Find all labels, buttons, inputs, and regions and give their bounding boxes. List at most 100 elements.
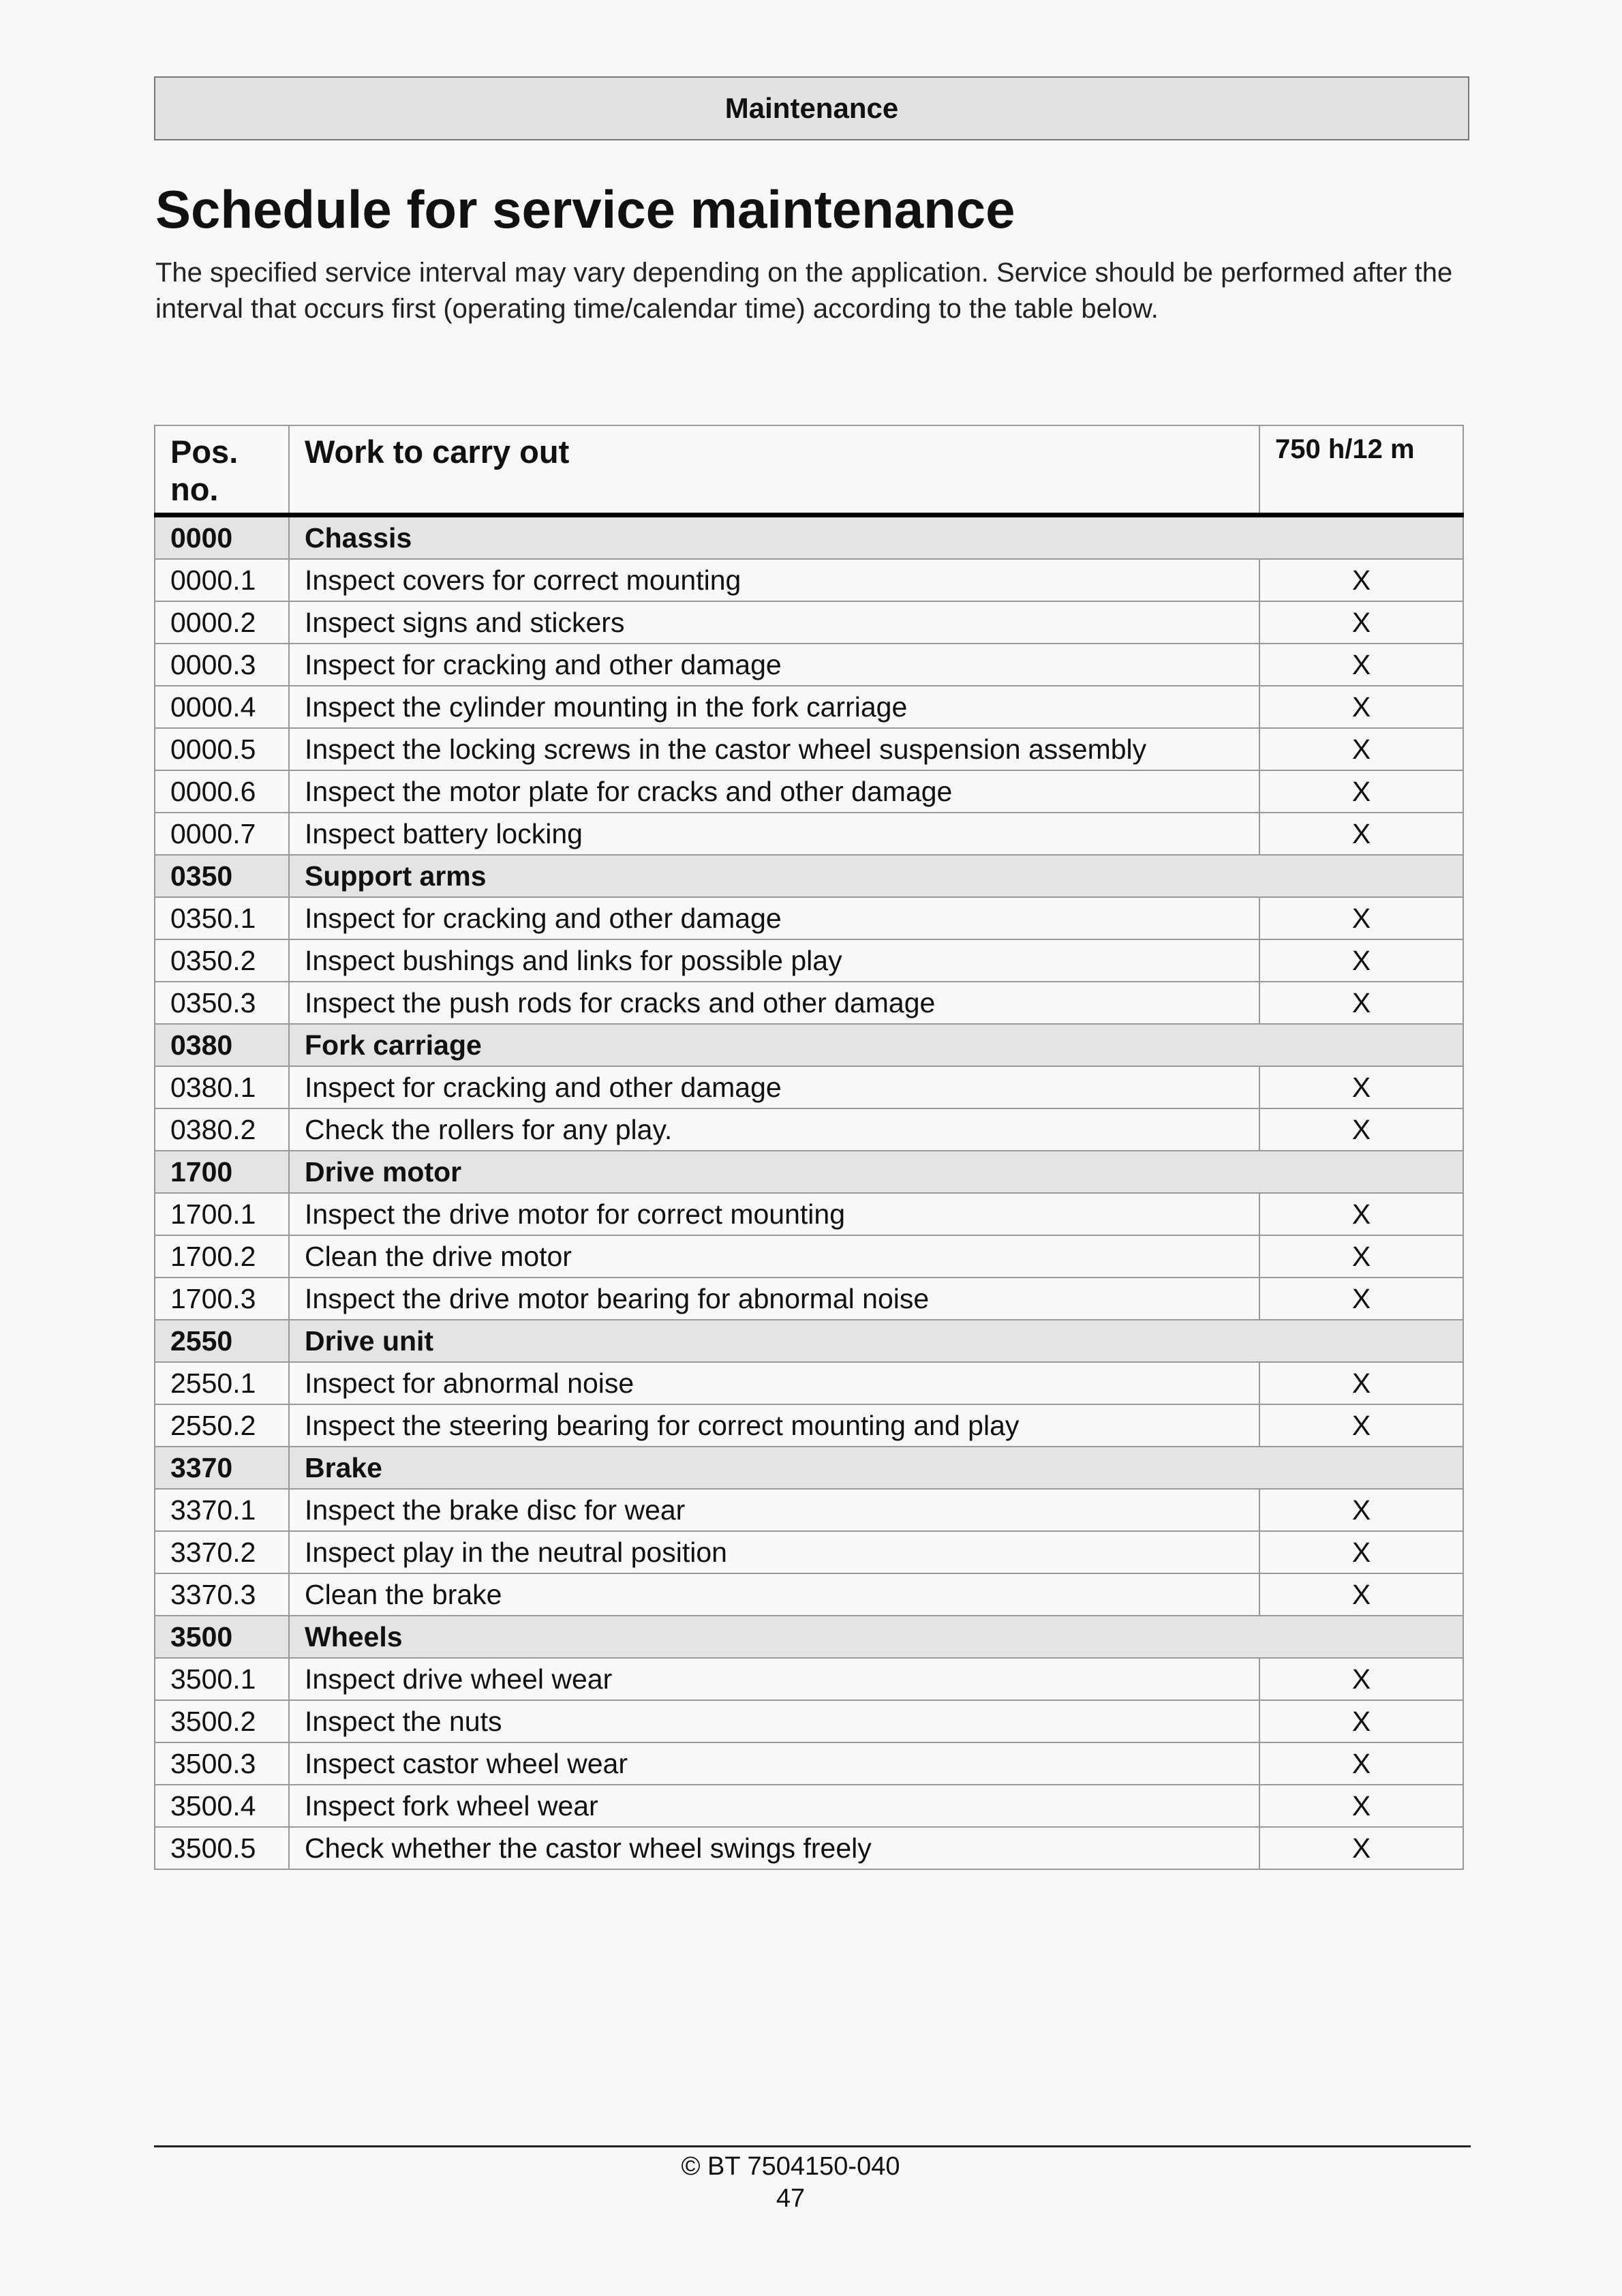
pos-cell: 0000.4 xyxy=(154,685,290,729)
section-row: 3500 Wheels xyxy=(154,1615,1464,1659)
work-cell: Inspect the brake disc for wear xyxy=(288,1488,1260,1532)
column-header-interval: 750 h/12 m xyxy=(1259,425,1464,517)
pos-cell: 0000.2 xyxy=(154,601,290,644)
pos-cell: 1700.1 xyxy=(154,1192,290,1236)
table-row: 1700.3 Inspect the drive motor bearing fo… xyxy=(154,1277,1464,1320)
interval-mark: X xyxy=(1259,1404,1464,1447)
interval-mark: X xyxy=(1259,939,1464,982)
interval-mark: X xyxy=(1259,1277,1464,1320)
table-row: 1700.2 Clean the drive motor X xyxy=(154,1235,1464,1278)
section-title: Fork carriage xyxy=(288,1023,1464,1067)
table-row: 3370.3 Clean the brake X xyxy=(154,1573,1464,1616)
interval-mark: X xyxy=(1259,1700,1464,1743)
work-cell: Inspect the locking screws in the castor… xyxy=(288,727,1260,771)
work-cell: Inspect for cracking and other damage xyxy=(288,643,1260,686)
section-pos: 3370 xyxy=(154,1446,290,1490)
table-row: 0000.7 Inspect battery locking X xyxy=(154,812,1464,856)
page-title: Schedule for service maintenance xyxy=(155,179,1015,239)
interval-mark: X xyxy=(1259,727,1464,771)
work-cell: Inspect the nuts xyxy=(288,1700,1260,1743)
pos-cell: 3500.5 xyxy=(154,1826,290,1870)
intro-paragraph: The specified service interval may vary … xyxy=(155,258,1453,324)
interval-mark: X xyxy=(1259,1066,1464,1109)
section-row: 0350 Support arms xyxy=(154,854,1464,898)
work-cell: Inspect bushings and links for possible … xyxy=(288,939,1260,982)
maintenance-schedule-table: Pos. no. Work to carry out 750 h/12 m 00… xyxy=(154,425,1464,1870)
table-row: 3500.5 Check whether the castor wheel swi… xyxy=(154,1826,1464,1870)
work-cell: Inspect castor wheel wear xyxy=(288,1742,1260,1785)
section-title: Brake xyxy=(288,1446,1464,1490)
work-cell: Inspect drive wheel wear xyxy=(288,1657,1260,1701)
table-row: 3500.1 Inspect drive wheel wear X xyxy=(154,1657,1464,1701)
pos-cell: 3500.3 xyxy=(154,1742,290,1785)
pos-cell: 2550.1 xyxy=(154,1361,290,1405)
work-cell: Inspect the motor plate for cracks and o… xyxy=(288,770,1260,813)
table-row: 0000.3 Inspect for cracking and other dam… xyxy=(154,643,1464,686)
page-number: 47 xyxy=(776,2184,806,2213)
work-cell: Inspect the drive motor for correct moun… xyxy=(288,1192,1260,1236)
pos-cell: 1700.2 xyxy=(154,1235,290,1278)
interval-mark: X xyxy=(1259,1742,1464,1785)
table-row: 0350.3 Inspect the push rods for cracks a… xyxy=(154,981,1464,1025)
pos-cell: 0350.1 xyxy=(154,896,290,940)
pos-cell: 3500.2 xyxy=(154,1700,290,1743)
interval-mark: X xyxy=(1259,1530,1464,1574)
table-row: 1700.1 Inspect the drive motor for correc… xyxy=(154,1192,1464,1236)
table-row: 0350.1 Inspect for cracking and other dam… xyxy=(154,896,1464,940)
work-cell: Inspect the push rods for cracks and oth… xyxy=(288,981,1260,1025)
work-cell: Inspect battery locking xyxy=(288,812,1260,856)
table-row: 0000.6 Inspect the motor plate for cracks… xyxy=(154,770,1464,813)
interval-mark: X xyxy=(1259,981,1464,1025)
interval-mark: X xyxy=(1259,770,1464,813)
section-title: Support arms xyxy=(288,854,1464,898)
table-row: 0000.1 Inspect covers for correct mountin… xyxy=(154,558,1464,602)
pos-cell: 0350.2 xyxy=(154,939,290,982)
work-cell: Inspect for abnormal noise xyxy=(288,1361,1260,1405)
work-cell: Clean the drive motor xyxy=(288,1235,1260,1278)
pos-cell: 1700.3 xyxy=(154,1277,290,1320)
pos-cell: 0000.3 xyxy=(154,643,290,686)
pos-cell: 0000.5 xyxy=(154,727,290,771)
section-title: Wheels xyxy=(288,1615,1464,1659)
interval-mark: X xyxy=(1259,1488,1464,1532)
table-row: 0000.2 Inspect signs and stickers X xyxy=(154,601,1464,644)
section-row: 0000 Chassis xyxy=(154,514,1464,560)
work-cell: Inspect the cylinder mounting in the for… xyxy=(288,685,1260,729)
work-cell: Clean the brake xyxy=(288,1573,1260,1616)
pos-cell: 0000.1 xyxy=(154,558,290,602)
work-cell: Check whether the castor wheel swings fr… xyxy=(288,1826,1260,1870)
section-pos: 0380 xyxy=(154,1023,290,1067)
pos-cell: 3500.4 xyxy=(154,1784,290,1828)
section-title: Chassis xyxy=(288,514,1464,560)
pos-cell: 0350.3 xyxy=(154,981,290,1025)
interval-mark: X xyxy=(1259,1235,1464,1278)
interval-mark: X xyxy=(1259,812,1464,856)
interval-mark: X xyxy=(1259,896,1464,940)
pos-cell: 0000.7 xyxy=(154,812,290,856)
interval-mark: X xyxy=(1259,1573,1464,1616)
table-row: 3500.3 Inspect castor wheel wear X xyxy=(154,1742,1464,1785)
table-row: 0350.2 Inspect bushings and links for pos… xyxy=(154,939,1464,982)
column-header-work: Work to carry out xyxy=(288,425,1260,517)
work-cell: Inspect the steering bearing for correct… xyxy=(288,1404,1260,1447)
section-title: Drive motor xyxy=(288,1150,1464,1194)
work-cell: Inspect the drive motor bearing for abno… xyxy=(288,1277,1260,1320)
interval-mark: X xyxy=(1259,643,1464,686)
interval-mark: X xyxy=(1259,601,1464,644)
section-header: Maintenance xyxy=(154,76,1469,140)
work-cell: Inspect signs and stickers xyxy=(288,601,1260,644)
table-row: 3500.2 Inspect the nuts X xyxy=(154,1700,1464,1743)
table-row: 3370.2 Inspect play in the neutral positi… xyxy=(154,1530,1464,1574)
table-row: 2550.2 Inspect the steering bearing for c… xyxy=(154,1404,1464,1447)
section-pos: 1700 xyxy=(154,1150,290,1194)
section-pos: 0350 xyxy=(154,854,290,898)
table-row: 0380.2 Check the rollers for any play. X xyxy=(154,1108,1464,1151)
interval-mark: X xyxy=(1259,1657,1464,1701)
section-pos: 0000 xyxy=(154,514,290,560)
section-row: 2550 Drive unit xyxy=(154,1319,1464,1363)
column-header-pos: Pos. no. xyxy=(154,425,290,517)
interval-mark: X xyxy=(1259,1784,1464,1828)
work-cell: Inspect for cracking and other damage xyxy=(288,896,1260,940)
interval-mark: X xyxy=(1259,1361,1464,1405)
table-row: 0000.4 Inspect the cylinder mounting in t… xyxy=(154,685,1464,729)
